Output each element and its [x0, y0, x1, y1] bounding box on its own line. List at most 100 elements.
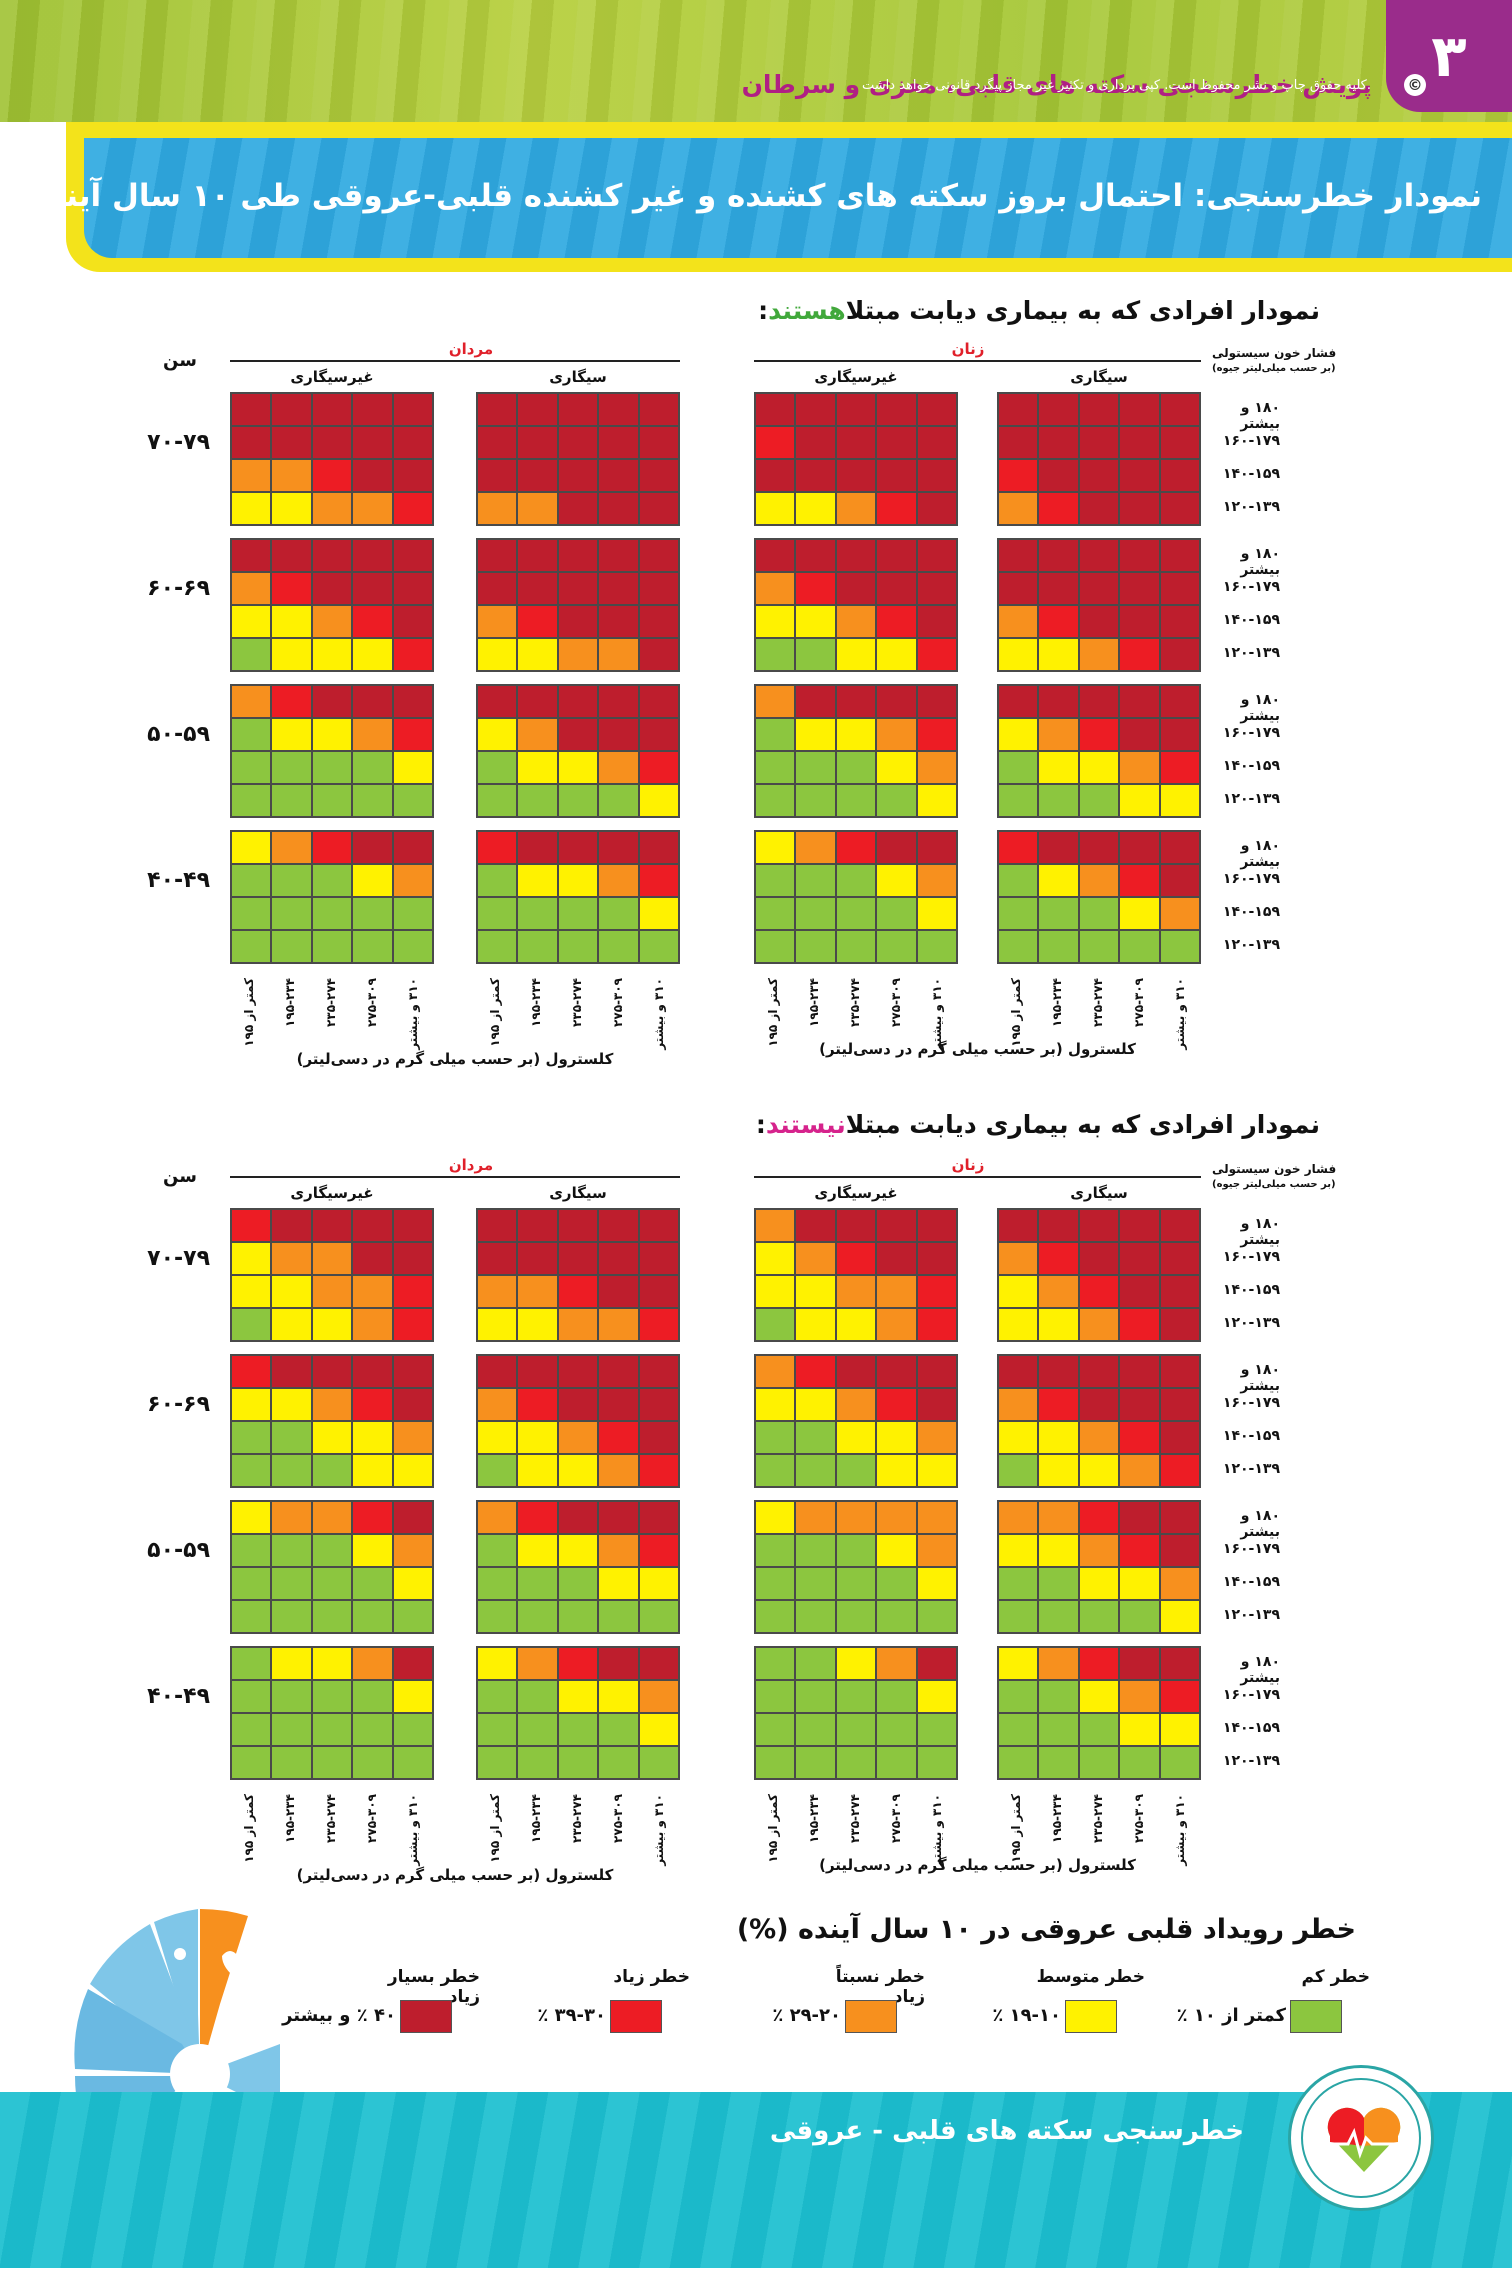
risk-cell: [599, 1502, 638, 1533]
risk-cell: [836, 639, 876, 670]
risk-cell: [272, 460, 311, 491]
risk-cell: [999, 639, 1038, 670]
risk-cell: [1120, 785, 1159, 816]
legend-heading: خطر رویداد قلبی عروقی در ۱۰ سال آینده (%…: [736, 1914, 1356, 1945]
risk-cell: [232, 1535, 271, 1566]
diet-segment: [90, 1924, 200, 2074]
risk-cell: [999, 606, 1038, 637]
risk-cell: [756, 1502, 795, 1533]
risk-cell: [518, 785, 557, 816]
risk-cell: [999, 1601, 1038, 1632]
risk-cell: [518, 493, 557, 524]
risk-cell: [1120, 1356, 1159, 1387]
risk-cell: [393, 1210, 432, 1241]
risk-cell: [796, 1747, 835, 1778]
risk-cell: [1160, 898, 1199, 929]
risk-cell: [272, 898, 311, 929]
risk-cell: [393, 540, 432, 571]
risk-cell: [478, 394, 517, 425]
risk-cell: [353, 1422, 392, 1453]
risk-cell: [639, 1714, 678, 1745]
legend-title: خطر کم: [1301, 1967, 1370, 1987]
risk-cell: [1079, 1601, 1119, 1632]
risk-cell: [272, 493, 311, 524]
bp-row-label: ۱۲۰-۱۳۹: [1222, 791, 1280, 807]
risk-cell: [272, 1422, 311, 1453]
risk-cell: [393, 606, 432, 637]
risk-cell: [272, 1276, 311, 1307]
risk-cell: [877, 719, 916, 750]
age-group-label: ۷۰-۷۹: [147, 1246, 210, 1271]
risk-cell: [232, 719, 271, 750]
cholesterol-col-label: کمتر از ۱۹۵: [1009, 978, 1023, 1047]
risk-cell: [312, 1601, 352, 1632]
legend-value: کمتر از ۱۰ ٪: [1176, 2005, 1286, 2026]
cholesterol-col-label: ۲۷۵-۳۰۹: [1132, 978, 1146, 1027]
risk-cell: [558, 865, 598, 896]
risk-cell: [796, 427, 835, 458]
risk-grid-women_smoker: [997, 538, 1201, 672]
label-men-nonsmoker: غیرسیگاری: [290, 1184, 374, 1202]
risk-cell: [272, 1568, 311, 1599]
risk-cell: [639, 1422, 678, 1453]
age-group-label: ۶۰-۶۹: [147, 576, 210, 601]
risk-cell: [877, 1455, 916, 1486]
risk-cell: [518, 540, 557, 571]
legend-title: خطر نسبتاً زیاد: [835, 1967, 925, 2007]
risk-cell: [312, 606, 352, 637]
header-women-line: [754, 1176, 1201, 1178]
risk-cell: [836, 898, 876, 929]
risk-cell: [1039, 865, 1078, 896]
risk-cell: [353, 540, 392, 571]
risk-cell: [917, 931, 956, 962]
risk-cell: [999, 1681, 1038, 1712]
bp-row-label: ۱۶۰-۱۷۹: [1222, 1249, 1280, 1265]
risk-cell: [558, 1747, 598, 1778]
risk-cell: [353, 1601, 392, 1632]
risk-cell: [478, 460, 517, 491]
risk-grid-men_nonsmoker: [230, 830, 434, 964]
risk-cell: [999, 931, 1038, 962]
risk-cell: [1039, 460, 1078, 491]
risk-cell: [756, 1714, 795, 1745]
risk-cell: [272, 1714, 311, 1745]
risk-cell: [518, 752, 557, 783]
risk-cell: [599, 1601, 638, 1632]
risk-cell: [877, 1502, 916, 1533]
risk-cell: [558, 1601, 598, 1632]
risk-cell: [312, 427, 352, 458]
cholesterol-col-label: ۲۳۵-۲۷۴: [1091, 1794, 1105, 1843]
risk-cell: [232, 832, 271, 863]
risk-cell: [1160, 719, 1199, 750]
risk-cell: [756, 1309, 795, 1340]
risk-cell: [393, 1502, 432, 1533]
bp-row-label: ۱۸۰ و بیشتر: [1240, 1654, 1280, 1686]
risk-cell: [312, 1568, 352, 1599]
risk-cell: [1039, 1681, 1078, 1712]
risk-grid-women_nonsmoker: [754, 1646, 958, 1780]
risk-cell: [232, 1648, 271, 1679]
risk-cell: [796, 573, 835, 604]
risk-cell: [518, 1309, 557, 1340]
risk-cell: [1160, 752, 1199, 783]
risk-cell: [312, 785, 352, 816]
risk-grid-men_smoker: [476, 1354, 680, 1488]
risk-cell: [1039, 1714, 1078, 1745]
risk-cell: [558, 898, 598, 929]
risk-cell: [877, 1309, 916, 1340]
risk-cell: [756, 752, 795, 783]
risk-grid-women_nonsmoker: [754, 1354, 958, 1488]
risk-cell: [393, 1276, 432, 1307]
bp-row-label: ۱۸۰ و بیشتر: [1240, 1216, 1280, 1248]
risk-cell: [558, 540, 598, 571]
risk-cell: [796, 639, 835, 670]
risk-cell: [478, 540, 517, 571]
heart-icon: [222, 1951, 254, 1980]
cholesterol-col-label: ۳۱۰ و بیشتر: [930, 1794, 944, 1866]
risk-cell: [232, 460, 271, 491]
bp-row-label: ۱۸۰ و بیشتر: [1240, 1508, 1280, 1540]
risk-cell: [478, 1210, 517, 1241]
risk-cell: [478, 427, 517, 458]
risk-cell: [1120, 1210, 1159, 1241]
risk-grid-women_smoker: [997, 1208, 1201, 1342]
